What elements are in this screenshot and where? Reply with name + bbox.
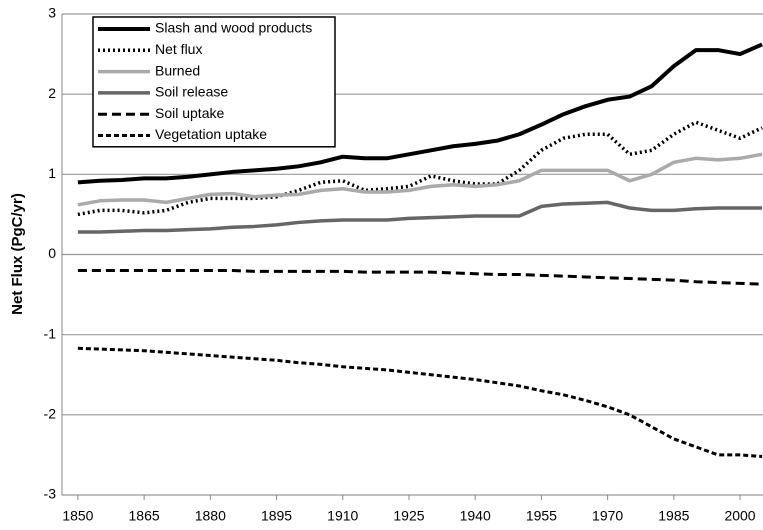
x-tick-label: 2000 [724, 508, 755, 524]
y-tick-label: -3 [44, 486, 57, 502]
x-tick-label: 1955 [526, 508, 557, 524]
x-tick-label: 1940 [460, 508, 491, 524]
x-tick-label: 1985 [658, 508, 689, 524]
x-tick-label: 1850 [62, 508, 93, 524]
series-line [77, 120, 763, 217]
legend-label: Slash and wood products [155, 20, 312, 36]
series-line [77, 269, 763, 286]
series-line [77, 42, 763, 185]
x-tick-label: 1895 [261, 508, 292, 524]
legend-label: Burned [155, 62, 200, 78]
legend-box [92, 16, 336, 148]
legend-label: Vegetation uptake [155, 126, 267, 142]
y-axis-label: Net Flux (PgC/yr) [9, 193, 26, 315]
legend-label: Soil release [155, 84, 228, 100]
y-tick-label: 2 [48, 85, 56, 101]
y-tick-label: 3 [48, 5, 56, 21]
y-tick-label: -2 [44, 406, 57, 422]
x-tick-label: 1970 [592, 508, 623, 524]
legend-label: Soil uptake [155, 105, 224, 121]
y-tick-label: 1 [48, 165, 56, 181]
x-tick-label: 1880 [195, 508, 226, 524]
legend-label: Net flux [155, 41, 202, 57]
x-tick-label: 1865 [129, 508, 160, 524]
x-tick-label: 1925 [393, 508, 424, 524]
y-tick-label: -1 [44, 325, 57, 341]
series-line [77, 346, 763, 459]
x-tick-label: 1910 [327, 508, 358, 524]
y-tick-label: 0 [48, 245, 56, 261]
series-line [77, 152, 763, 207]
series-line [77, 200, 763, 234]
